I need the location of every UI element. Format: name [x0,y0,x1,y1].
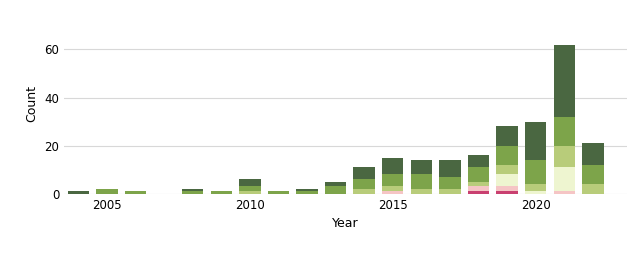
Bar [468,186,489,191]
Bar [182,191,204,194]
Bar [411,189,432,194]
Bar [497,191,518,194]
Bar [382,186,403,191]
Bar [525,191,547,194]
Bar [439,160,461,177]
Bar [468,182,489,186]
Bar [68,191,89,194]
Bar [296,189,317,191]
Bar [468,155,489,167]
Bar [468,191,489,194]
Bar [268,191,289,194]
Bar [96,189,118,194]
Bar [325,186,346,194]
Bar [439,189,461,194]
Bar [239,191,260,194]
Bar [239,186,260,191]
Bar [497,146,518,165]
Bar [325,182,346,186]
Bar [554,167,575,191]
Bar [382,191,403,194]
X-axis label: Year: Year [332,217,359,230]
Bar [554,146,575,167]
Bar [525,122,547,160]
Y-axis label: Count: Count [26,85,38,122]
Bar [411,160,432,175]
Bar [439,177,461,189]
Bar [382,175,403,186]
Bar [353,189,375,194]
Bar [353,167,375,179]
Bar [296,191,317,194]
Bar [582,143,604,165]
Bar [353,179,375,189]
Bar [411,175,432,189]
Bar [125,191,146,194]
Bar [468,167,489,182]
Bar [497,186,518,191]
Bar [525,160,547,184]
Bar [382,158,403,175]
Bar [582,184,604,194]
Bar [554,191,575,194]
Bar [497,165,518,175]
Bar [582,165,604,184]
Bar [525,184,547,191]
Bar [497,126,518,146]
Bar [182,189,204,191]
Bar [554,117,575,146]
Bar [554,45,575,117]
Bar [211,191,232,194]
Bar [497,175,518,186]
Bar [239,179,260,186]
